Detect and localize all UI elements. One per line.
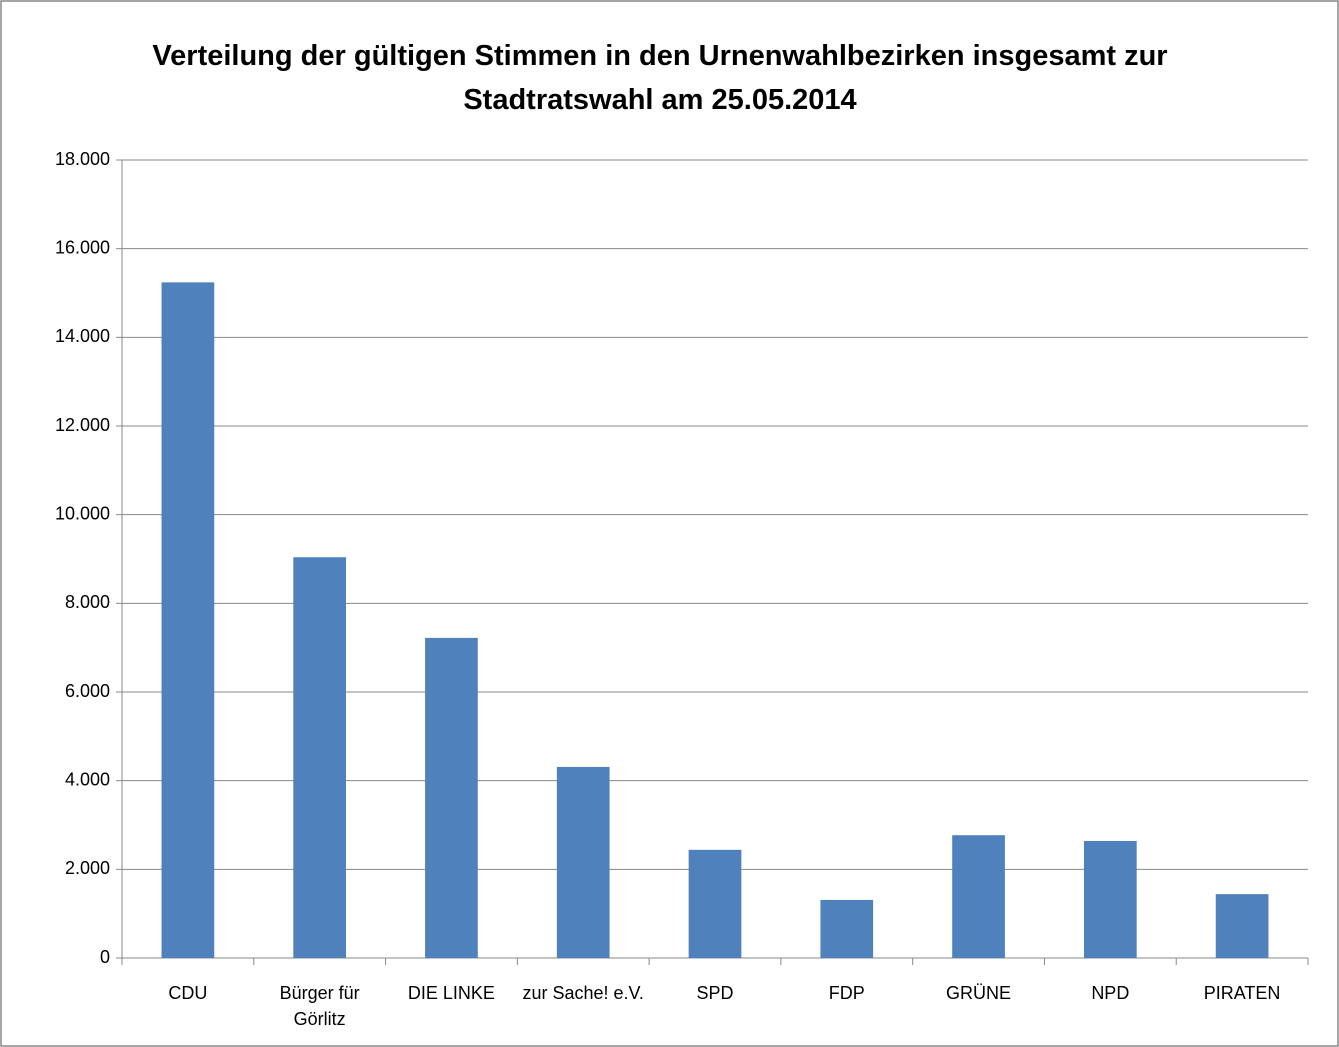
x-tick-label: PIRATEN [1203,983,1281,1003]
y-tick-label: 6.000 [65,681,110,701]
y-tick-label: 10.000 [55,503,110,523]
bar [425,637,478,958]
bar [556,766,610,958]
y-tick-label: 16.000 [55,237,110,257]
bar [293,557,347,958]
bar [1083,840,1137,958]
bar [688,849,742,958]
chart-title: Verteilung der gültigen Stimmen in den U… [152,40,1168,116]
bar [952,835,1005,958]
x-tick-label: FDP [828,983,865,1003]
y-tick-label: 0 [100,947,110,967]
bar [1215,894,1269,958]
x-tick-label: GRÜNE [946,983,1012,1003]
y-tick-label: 18.000 [55,149,110,169]
y-tick-label: 14.000 [55,326,110,346]
y-tick-label: 12.000 [55,415,110,435]
x-tick-label: zur Sache! e.V. [522,983,644,1003]
x-tick-label: SPD [696,983,734,1003]
bar [820,899,874,958]
x-tick-label: DIE LINKE [407,983,495,1003]
x-tick-label: NPD [1091,983,1130,1003]
y-tick-label: 2.000 [65,858,110,878]
x-tick-label: CDU [168,983,208,1003]
y-tick-label: 8.000 [65,592,110,612]
x-tick-label: Bürger für Görlitz [279,983,360,1029]
y-tick-label: 4.000 [65,769,110,789]
bar [161,282,215,958]
